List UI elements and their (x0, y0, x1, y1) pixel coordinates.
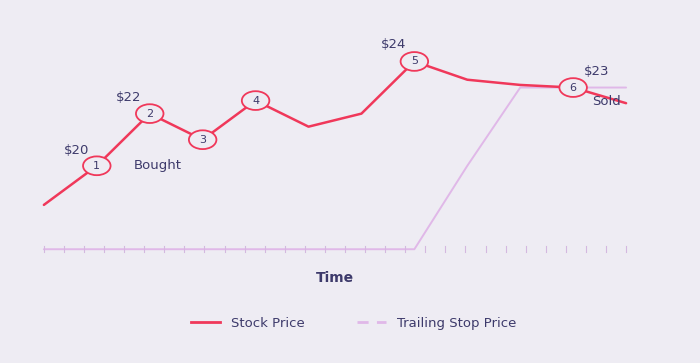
Ellipse shape (189, 130, 216, 149)
Ellipse shape (241, 91, 270, 110)
Text: 5: 5 (411, 57, 418, 66)
Text: $23: $23 (584, 65, 609, 78)
Text: 1: 1 (93, 161, 100, 171)
Ellipse shape (83, 156, 111, 175)
Text: Time: Time (316, 271, 354, 285)
Text: 4: 4 (252, 95, 259, 106)
Text: 2: 2 (146, 109, 153, 119)
Legend: Stock Price, Trailing Stop Price: Stock Price, Trailing Stop Price (186, 312, 522, 336)
Ellipse shape (559, 78, 587, 97)
Text: $22: $22 (116, 91, 142, 105)
Text: Sold: Sold (592, 95, 620, 109)
Text: $20: $20 (64, 144, 89, 157)
Ellipse shape (136, 104, 164, 123)
Text: $24: $24 (381, 38, 407, 51)
Ellipse shape (400, 52, 428, 71)
Text: 6: 6 (570, 82, 577, 93)
Text: 3: 3 (199, 135, 206, 145)
Text: Bought: Bought (134, 159, 182, 172)
